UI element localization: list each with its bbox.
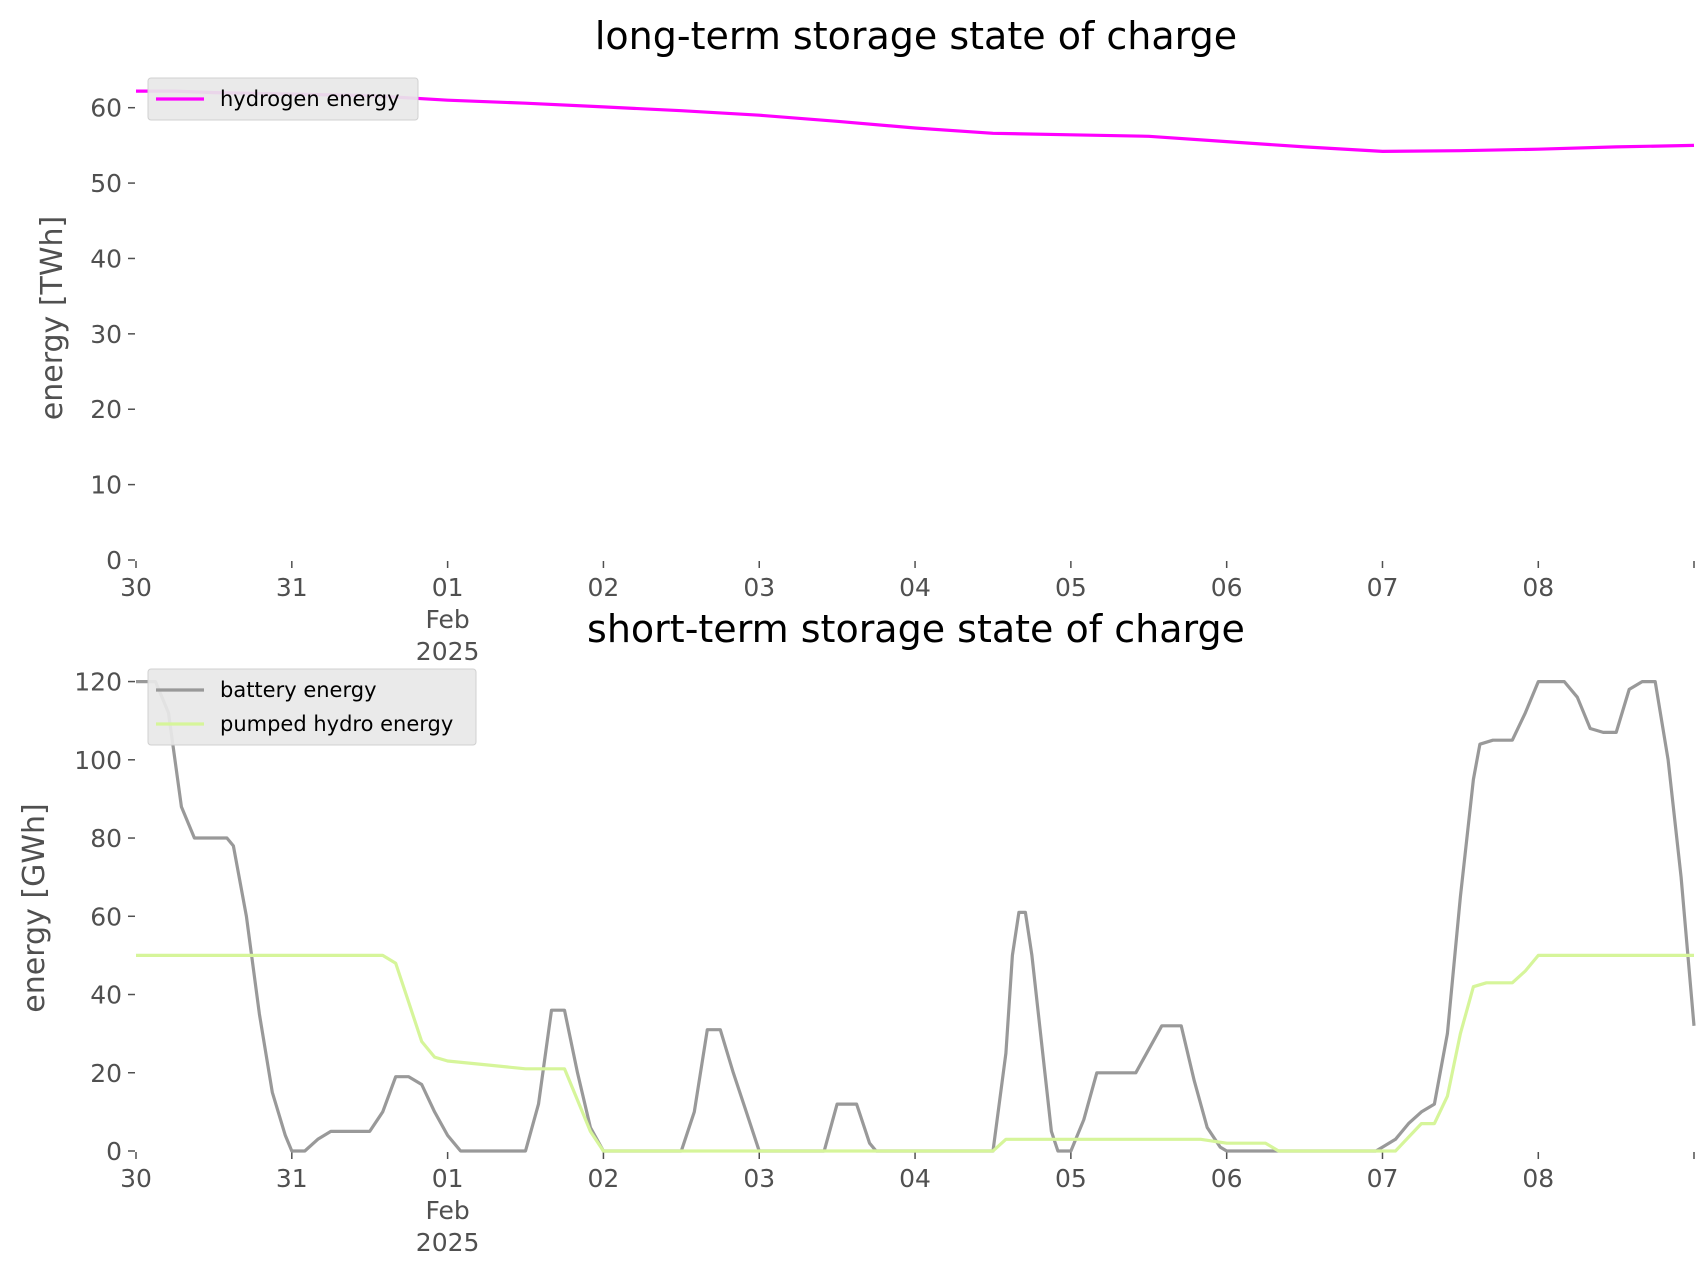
- y-axis-label: energy [GWh]: [17, 803, 52, 1012]
- x-tick-label: 07: [1367, 1164, 1399, 1193]
- x-tick-label: 04: [899, 573, 931, 602]
- y-tick-label: 0: [106, 546, 122, 575]
- y-tick-label: 30: [90, 320, 122, 349]
- y-tick-label: 60: [90, 94, 122, 123]
- y-tick-label: 100: [74, 746, 122, 775]
- legend: battery energy pumped hydro energy: [147, 668, 477, 746]
- x-tick-label: 02: [588, 1164, 620, 1193]
- x-tick-label: 31: [276, 573, 308, 602]
- x-tick-label: 05: [1055, 573, 1087, 602]
- x-tick-label: 04: [899, 1164, 931, 1193]
- y-tick-label: 40: [90, 981, 122, 1010]
- long-term-storage-chart: long-term storage state of charge energy…: [35, 14, 1695, 666]
- y-tick-label: 20: [90, 1059, 122, 1088]
- x-tick-label: 03: [743, 1164, 775, 1193]
- x-tick-label: 03: [743, 573, 775, 602]
- legend-box: [147, 77, 419, 121]
- y-tick-label: 20: [90, 395, 122, 424]
- x-tick-label: 30: [120, 573, 152, 602]
- x-tick-sublabel: 2025: [416, 1228, 480, 1257]
- x-ticks: 30 31 01 Feb 2025 02 03 04 05 06 07 08: [120, 561, 1695, 666]
- x-tick-label: 08: [1522, 1164, 1554, 1193]
- y-axis-label: energy [TWh]: [35, 216, 70, 420]
- series-line: [136, 680, 1696, 1153]
- x-tick-label: 08: [1522, 573, 1554, 602]
- series-lines: [136, 680, 1696, 1153]
- x-tick-label: 30: [120, 1164, 152, 1193]
- y-tick-label: 10: [90, 471, 122, 500]
- y-tick-label: 40: [90, 244, 122, 273]
- chart-title: long-term storage state of charge: [595, 14, 1237, 58]
- x-tick-sublabel: Feb: [425, 605, 469, 634]
- x-tick-sublabel: Feb: [425, 1196, 469, 1225]
- x-tick-label: 05: [1055, 1164, 1087, 1193]
- x-tick-label: 01: [432, 1164, 464, 1193]
- x-tick-label: 01: [432, 573, 464, 602]
- y-tick-label: 80: [90, 824, 122, 853]
- x-tick-sublabel: 2025: [416, 637, 480, 666]
- x-tick-label: 06: [1211, 573, 1243, 602]
- series-line: [136, 953, 1694, 1153]
- legend-label: battery energy: [220, 678, 377, 702]
- legend-label: pumped hydro energy: [220, 712, 453, 736]
- x-tick-label: 31: [276, 1164, 308, 1193]
- legend-box: [147, 668, 477, 746]
- x-ticks: 30 31 01 Feb 2025 02 03 04 05 06 07 08: [120, 1152, 1695, 1257]
- y-ticks: 0 10 20 30 40 50 60: [90, 94, 135, 575]
- short-term-storage-chart: short-term storage state of charge energ…: [17, 607, 1696, 1257]
- y-tick-label: 120: [74, 668, 122, 697]
- y-tick-label: 0: [106, 1137, 122, 1166]
- legend-label: hydrogen energy: [220, 87, 400, 111]
- y-tick-label: 60: [90, 902, 122, 931]
- x-tick-label: 07: [1367, 573, 1399, 602]
- x-tick-label: 06: [1211, 1164, 1243, 1193]
- legend: hydrogen energy: [147, 77, 419, 121]
- y-ticks: 0 20 40 60 80 100 120: [74, 668, 135, 1166]
- y-tick-label: 50: [90, 169, 122, 198]
- x-tick-label: 02: [588, 573, 620, 602]
- chart-title: short-term storage state of charge: [587, 607, 1245, 651]
